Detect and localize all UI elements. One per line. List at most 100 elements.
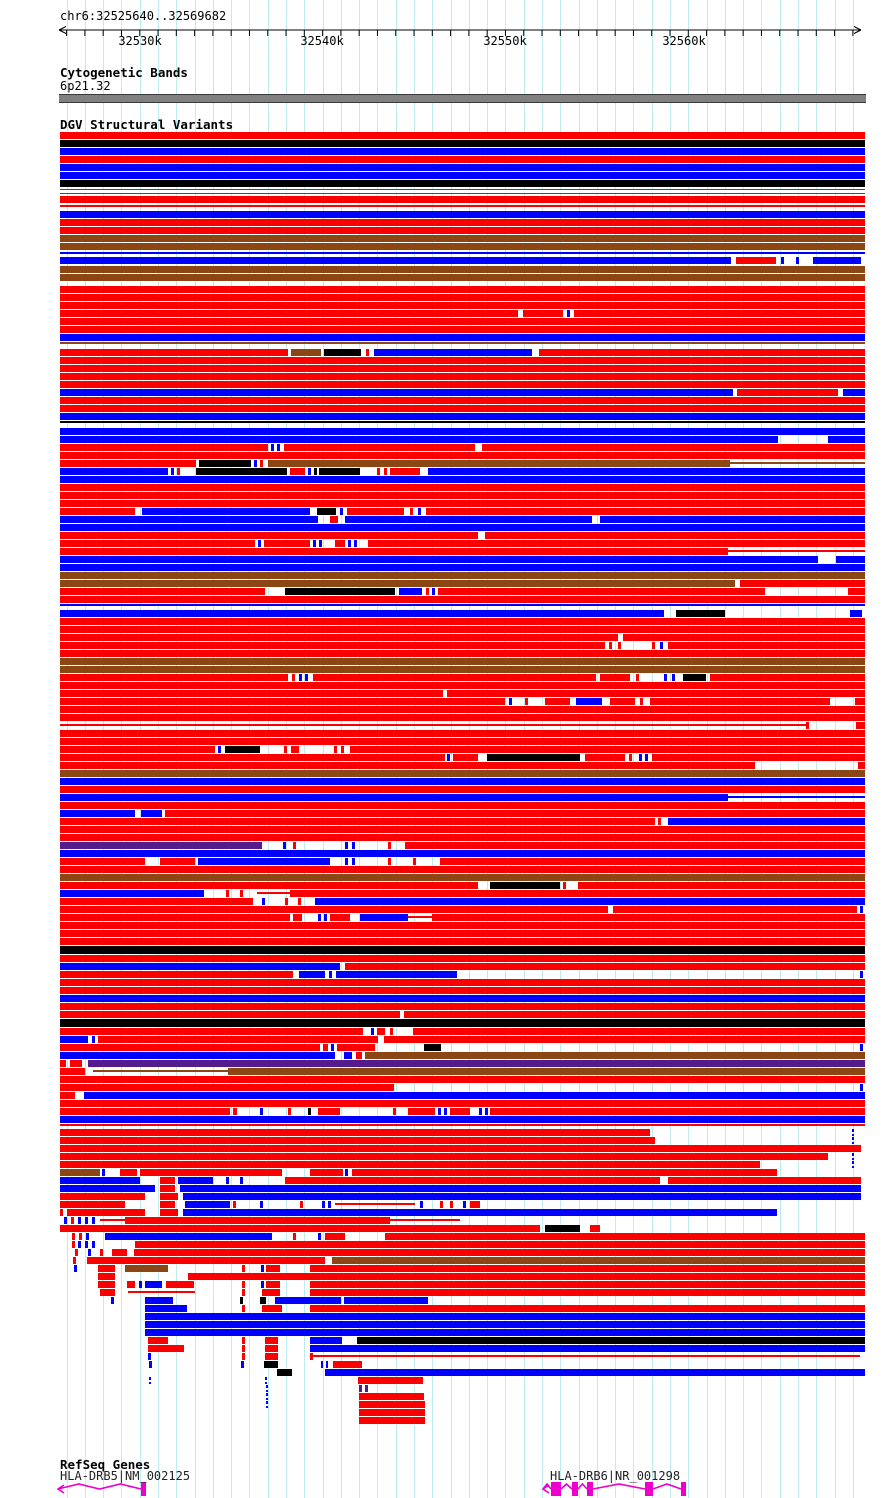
variant-bar[interactable]	[432, 914, 865, 921]
gene-exon[interactable]	[645, 1482, 653, 1496]
variant-bar[interactable]	[310, 1289, 865, 1296]
variant-bar[interactable]	[345, 963, 865, 970]
variant-bar[interactable]	[226, 1177, 229, 1184]
variant-bar[interactable]	[408, 916, 432, 918]
variant-bar[interactable]	[160, 1177, 175, 1184]
variant-bar[interactable]	[335, 540, 345, 547]
variant-bar[interactable]	[67, 1209, 145, 1216]
variant-bar[interactable]	[525, 698, 528, 705]
variant-bar[interactable]	[165, 810, 865, 817]
variant-bar[interactable]	[310, 1169, 343, 1176]
variant-bar[interactable]	[60, 205, 865, 207]
variant-bar[interactable]	[271, 444, 274, 451]
variant-bar[interactable]	[60, 421, 865, 423]
variant-bar[interactable]	[293, 842, 296, 849]
variant-bar[interactable]	[134, 1249, 865, 1256]
variant-bar[interactable]	[645, 754, 648, 761]
variant-bar[interactable]	[613, 906, 857, 913]
variant-bar[interactable]	[75, 1249, 78, 1256]
variant-bar[interactable]	[92, 1036, 95, 1043]
variant-bar[interactable]	[426, 508, 865, 515]
variant-bar[interactable]	[60, 1036, 88, 1043]
variant-bar[interactable]	[329, 971, 332, 978]
variant-bar[interactable]	[860, 1084, 863, 1091]
variant-bar[interactable]	[447, 690, 865, 697]
variant-bar[interactable]	[325, 1233, 345, 1240]
variant-bar[interactable]	[266, 1393, 268, 1400]
variant-bar[interactable]	[377, 468, 380, 475]
variant-bar[interactable]	[60, 588, 265, 595]
variant-bar[interactable]	[410, 508, 413, 515]
variant-bar[interactable]	[166, 1281, 194, 1288]
variant-bar[interactable]	[275, 1297, 341, 1304]
variant-bar[interactable]	[72, 1241, 75, 1248]
variant-bar[interactable]	[60, 1185, 155, 1192]
variant-bar[interactable]	[185, 1201, 230, 1208]
variant-bar[interactable]	[60, 979, 865, 986]
variant-bar[interactable]	[60, 1092, 75, 1099]
variant-bar[interactable]	[487, 754, 580, 761]
variant-bar[interactable]	[60, 1169, 100, 1176]
variant-bar[interactable]	[60, 1044, 320, 1051]
variant-bar[interactable]	[308, 1108, 311, 1115]
variant-bar[interactable]	[740, 580, 865, 587]
variant-bar[interactable]	[199, 460, 251, 467]
variant-bar[interactable]	[393, 1108, 396, 1115]
variant-bar[interactable]	[852, 1153, 854, 1160]
variant-bar[interactable]	[60, 1108, 230, 1115]
variant-bar[interactable]	[344, 1297, 428, 1304]
variant-bar[interactable]	[60, 826, 865, 833]
gene-exon[interactable]	[587, 1482, 593, 1496]
variant-bar[interactable]	[60, 698, 505, 705]
variant-bar[interactable]	[60, 946, 865, 954]
variant-bar[interactable]	[652, 754, 865, 761]
variant-bar[interactable]	[60, 762, 755, 769]
variant-bar[interactable]	[254, 460, 257, 467]
variant-bar[interactable]	[60, 235, 865, 242]
variant-bar[interactable]	[359, 1409, 425, 1416]
variant-bar[interactable]	[315, 898, 865, 905]
variant-bar[interactable]	[335, 1203, 415, 1205]
variant-bar[interactable]	[60, 987, 865, 994]
variant-bar[interactable]	[60, 746, 215, 753]
variant-bar[interactable]	[328, 1201, 331, 1208]
variant-bar[interactable]	[479, 1108, 482, 1115]
variant-bar[interactable]	[60, 252, 865, 254]
variant-bar[interactable]	[60, 274, 865, 281]
variant-bar[interactable]	[291, 349, 321, 356]
variant-bar[interactable]	[490, 1108, 865, 1115]
variant-bar[interactable]	[284, 444, 475, 451]
variant-bar[interactable]	[60, 610, 664, 617]
variant-bar[interactable]	[860, 971, 863, 978]
variant-bar[interactable]	[856, 722, 865, 729]
variant-bar[interactable]	[60, 389, 733, 396]
variant-bar[interactable]	[60, 428, 865, 435]
variant-bar[interactable]	[242, 1305, 245, 1312]
variant-bar[interactable]	[285, 1177, 660, 1184]
variant-bar[interactable]	[60, 690, 443, 697]
variant-bar[interactable]	[242, 1289, 245, 1296]
variant-bar[interactable]	[60, 714, 865, 721]
variant-bar[interactable]	[64, 1217, 67, 1224]
variant-bar[interactable]	[600, 674, 630, 681]
variant-bar[interactable]	[359, 1417, 425, 1424]
variant-bar[interactable]	[293, 914, 302, 921]
variant-bar[interactable]	[141, 810, 162, 817]
variant-bar[interactable]	[85, 1217, 88, 1224]
variant-bar[interactable]	[60, 882, 478, 889]
variant-bar[interactable]	[196, 468, 287, 475]
variant-bar[interactable]	[322, 1201, 325, 1208]
variant-bar[interactable]	[100, 1289, 115, 1296]
variant-bar[interactable]	[728, 550, 865, 552]
variant-bar[interactable]	[265, 1345, 278, 1352]
variant-bar[interactable]	[390, 468, 420, 475]
variant-bar[interactable]	[60, 524, 865, 531]
variant-bar[interactable]	[60, 365, 865, 372]
variant-bar[interactable]	[265, 1353, 278, 1360]
variant-bar[interactable]	[60, 1161, 760, 1168]
variant-bar[interactable]	[60, 738, 865, 745]
variant-bar[interactable]	[60, 730, 865, 737]
variant-bar[interactable]	[629, 754, 632, 761]
variant-bar[interactable]	[60, 302, 865, 309]
variant-bar[interactable]	[60, 516, 318, 523]
